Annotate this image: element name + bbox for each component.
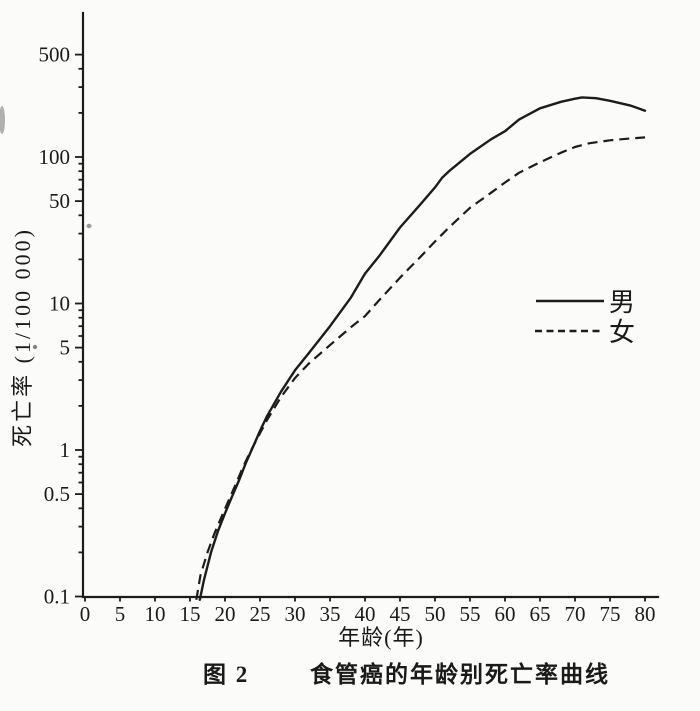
x-tick-label: 40 [355, 602, 376, 626]
y-tick-label: 50 [49, 189, 70, 213]
scan-artifacts [0, 106, 92, 350]
x-tick-label: 10 [145, 602, 166, 626]
x-tick-label: 0 [80, 602, 91, 626]
y-axis-ticks: 500 100 50 10 5 1 0.5 0.1 [39, 43, 83, 609]
ink-speck [0, 106, 5, 134]
x-tick-label: 35 [320, 602, 341, 626]
x-tick-label: 80 [635, 602, 656, 626]
y-tick-label: 0.5 [44, 482, 70, 506]
series-male-line [198, 96, 647, 601]
x-tick-label: 45 [390, 602, 411, 626]
curve-女 [195, 136, 646, 600]
curve-男 [198, 96, 647, 601]
legend-male-label: 男 [609, 288, 635, 317]
figure-number: 图 2 [203, 662, 249, 687]
y-tick-label: 0.1 [44, 585, 70, 609]
x-tick-label: 15 [180, 602, 201, 626]
series-female-line [195, 136, 646, 600]
x-tick-label: 60 [495, 602, 516, 626]
y-tick-label: 100 [39, 145, 71, 169]
y-tick-label: 10 [49, 292, 70, 316]
legend-female-label: 女 [609, 318, 635, 347]
y-axis-title: 死亡率 (1/100 000) [10, 227, 35, 447]
y-tick-label: 500 [39, 43, 71, 67]
legend: 男 女 [535, 288, 635, 347]
y-tick-label: 1 [60, 438, 71, 462]
x-tick-label: 70 [565, 602, 586, 626]
y-tick-label: 5 [60, 336, 71, 360]
x-tick-label: 20 [215, 602, 236, 626]
x-tick-label: 25 [250, 602, 271, 626]
x-tick-label: 30 [285, 602, 306, 626]
x-tick-label: 55 [460, 602, 481, 626]
ink-speck [32, 344, 38, 350]
x-tick-label: 5 [115, 602, 126, 626]
x-axis-ticks: 0 5 10 15 20 25 30 35 40 45 50 55 60 65 70 75 80 [80, 597, 656, 626]
ink-speck [86, 223, 92, 229]
x-tick-label: 50 [425, 602, 446, 626]
figure-title: 食管癌的年龄别死亡率曲线 [310, 661, 610, 687]
figure-caption: 图 2 食管癌的年龄别死亡率曲线 [203, 661, 610, 687]
x-tick-label: 75 [600, 602, 621, 626]
x-axis-title: 年龄(年) [338, 625, 424, 650]
x-tick-label: 65 [530, 602, 551, 626]
